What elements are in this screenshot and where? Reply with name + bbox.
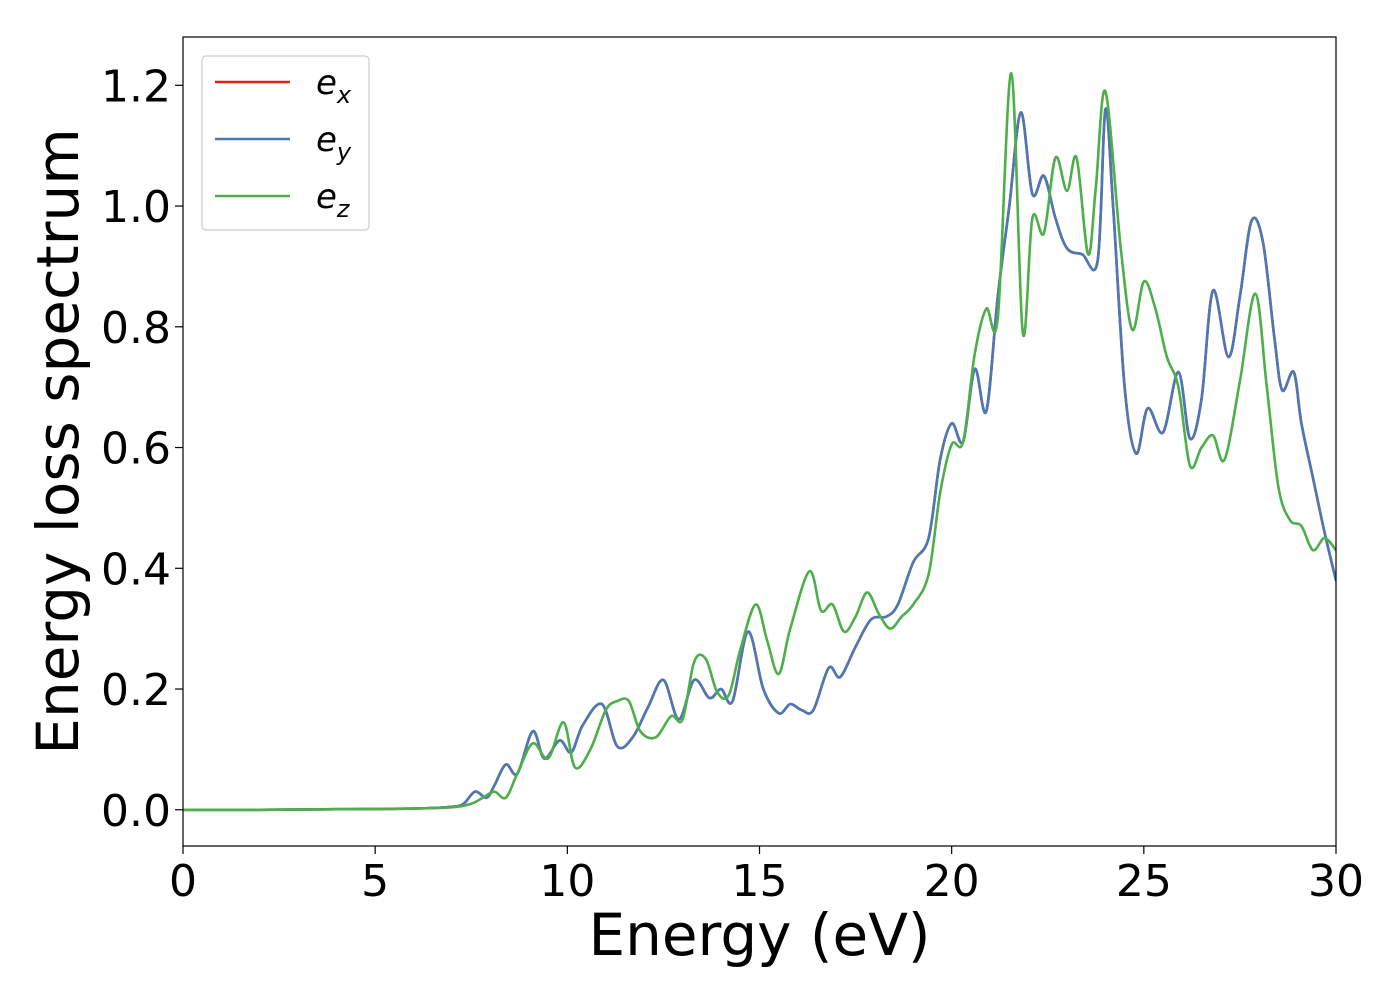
legend-label: ex bbox=[316, 63, 352, 109]
x-tick-label: 25 bbox=[1116, 856, 1172, 907]
y-tick-label: 0.0 bbox=[101, 786, 171, 837]
legend-item-y: ey bbox=[215, 120, 352, 166]
y-tick-label: 0.6 bbox=[101, 424, 171, 475]
legend-item-z: ez bbox=[215, 177, 351, 223]
y-tick-label: 1.0 bbox=[101, 182, 171, 233]
x-tick-label: 30 bbox=[1308, 856, 1364, 907]
x-tick-label: 15 bbox=[732, 856, 788, 907]
series-line-y bbox=[183, 107, 1336, 812]
legend-label: ey bbox=[316, 120, 352, 166]
y-tick-label: 0.8 bbox=[101, 303, 171, 354]
y-axis-ticks: 0.0 0.2 0.4 0.6 0.8 1.0 1.2 bbox=[101, 61, 183, 837]
legend-label: ez bbox=[316, 177, 351, 223]
x-tick-label: 10 bbox=[539, 856, 595, 907]
y-tick-label: 1.2 bbox=[101, 61, 171, 112]
legend-box bbox=[201, 55, 370, 231]
x-axis-ticks: 0 5 10 15 20 25 30 bbox=[169, 846, 1364, 907]
x-axis-label: Energy (eV) bbox=[588, 901, 930, 969]
plot-lines bbox=[183, 71, 1336, 812]
legend-item-x: ex bbox=[215, 63, 352, 109]
x-tick-label: 20 bbox=[924, 856, 980, 907]
y-axis-label: Energy loss spectrum bbox=[24, 128, 92, 754]
x-tick-label: 5 bbox=[361, 856, 389, 907]
series-line-z bbox=[183, 71, 1336, 812]
legend: ex ey ez bbox=[201, 55, 370, 231]
y-tick-label: 0.4 bbox=[101, 544, 171, 595]
x-tick-label: 0 bbox=[169, 856, 197, 907]
y-tick-label: 0.2 bbox=[101, 665, 171, 716]
